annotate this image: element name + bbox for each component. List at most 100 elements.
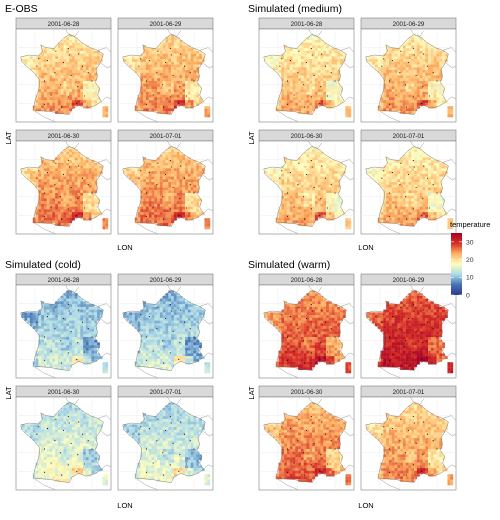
- heat-cell: [281, 92, 284, 95]
- heat-cell: [395, 106, 398, 109]
- heat-cell: [309, 152, 312, 155]
- heat-cell: [152, 185, 155, 188]
- heat-cell: [369, 56, 372, 59]
- heat-cell: [61, 70, 64, 73]
- heat-cell: [386, 196, 389, 199]
- heat-cell: [422, 185, 425, 188]
- heat-cell: [315, 171, 318, 174]
- heat-cell: [309, 73, 312, 76]
- heat-cell: [149, 193, 152, 196]
- heat-cell: [55, 73, 58, 76]
- heat-cell: [307, 204, 310, 207]
- heat-cell: [320, 48, 323, 51]
- heat-cell: [414, 97, 417, 100]
- heat-cell: [166, 171, 169, 174]
- heat-cell: [72, 182, 75, 185]
- heat-cell: [126, 56, 129, 59]
- heat-cell: [33, 70, 36, 73]
- heat-cell: [64, 204, 67, 207]
- heat-cell: [44, 106, 47, 109]
- heat-cell: [44, 207, 47, 210]
- heat-cell: [320, 92, 323, 95]
- heat-cell: [293, 92, 296, 95]
- heat-cell: [329, 81, 332, 84]
- heat-cell: [290, 89, 293, 92]
- heat-cell: [436, 59, 439, 62]
- heat-cell: [420, 54, 423, 57]
- heat-cell: [86, 78, 89, 81]
- facet-panel: 2001-06-28: [16, 274, 111, 378]
- heat-cell: [86, 67, 89, 70]
- heat-cell: [334, 100, 337, 103]
- heat-cell: [168, 92, 171, 95]
- station-point: [51, 206, 52, 207]
- heat-cell: [397, 201, 400, 204]
- heat-cell: [152, 212, 155, 215]
- heat-cell: [386, 95, 389, 98]
- heat-cell: [89, 70, 92, 73]
- heat-cell: [77, 65, 80, 68]
- heat-cell: [411, 92, 414, 95]
- heat-cell: [47, 304, 50, 307]
- heat-cell: [182, 56, 185, 59]
- heat-cell: [332, 97, 335, 100]
- heat-cell: [72, 100, 75, 103]
- heat-cell: [334, 51, 337, 54]
- heat-cell: [160, 108, 163, 111]
- heat-cell: [177, 54, 180, 57]
- heat-cell: [143, 103, 146, 106]
- heat-cell: [439, 62, 442, 65]
- heat-cell: [52, 62, 55, 65]
- heat-cell: [188, 81, 191, 84]
- heat-cell: [80, 56, 83, 59]
- heat-cell: [177, 40, 180, 43]
- heat-cell: [392, 67, 395, 70]
- heat-cell: [411, 171, 414, 174]
- heat-cell: [44, 51, 47, 54]
- heat-cell: [166, 220, 169, 223]
- heat-cell: [307, 166, 310, 169]
- heat-cell: [58, 212, 61, 215]
- heat-cell: [185, 201, 188, 204]
- heat-cell: [80, 201, 83, 204]
- heat-cell: [307, 215, 310, 218]
- heat-cell: [409, 204, 412, 207]
- heat-cell: [284, 73, 287, 76]
- heat-cell: [75, 76, 78, 79]
- heat-cell: [80, 190, 83, 193]
- heat-cell: [320, 163, 323, 166]
- heat-cell: [276, 67, 279, 70]
- heat-cell: [146, 108, 149, 111]
- heat-cell: [375, 62, 378, 65]
- heat-cell: [191, 56, 194, 59]
- heat-cell: [47, 212, 50, 215]
- heat-cell: [304, 209, 307, 212]
- heat-cell: [307, 97, 310, 100]
- heat-cell: [52, 54, 55, 57]
- heat-cell: [177, 185, 180, 188]
- heat-cell: [392, 215, 395, 218]
- heat-cell: [52, 218, 55, 221]
- heat-cell: [188, 190, 191, 193]
- heat-cell: [199, 163, 202, 166]
- heat-cell: [196, 207, 199, 210]
- heat-cell: [381, 108, 384, 111]
- heat-cell: [36, 56, 39, 59]
- heat-cell: [392, 62, 395, 65]
- heat-cell: [143, 54, 146, 57]
- heat-cell: [334, 86, 337, 89]
- heat-cell: [378, 171, 381, 174]
- heat-cell: [135, 62, 138, 65]
- heat-cell: [166, 182, 169, 185]
- heat-cell: [75, 84, 78, 87]
- heat-cell: [276, 65, 279, 68]
- heat-cell: [273, 171, 276, 174]
- heat-cell: [143, 212, 146, 215]
- heat-cell: [326, 160, 329, 163]
- heat-cell: [411, 100, 414, 103]
- heat-cell: [174, 201, 177, 204]
- heat-cell: [27, 315, 30, 318]
- heat-cell: [389, 56, 392, 59]
- heat-cell: [168, 67, 171, 70]
- heat-cell: [411, 97, 414, 100]
